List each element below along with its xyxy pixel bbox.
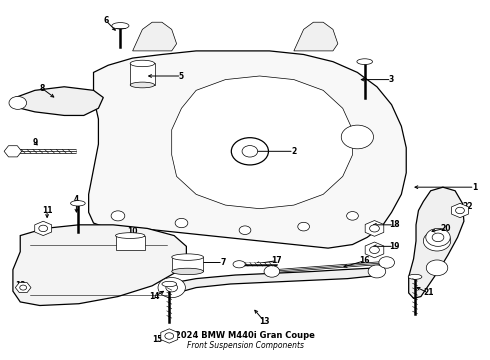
Circle shape [369, 225, 379, 232]
Text: 14: 14 [149, 292, 160, 301]
Text: 16: 16 [360, 256, 370, 265]
Text: 10: 10 [127, 228, 138, 237]
Text: 17: 17 [271, 256, 282, 265]
Text: 9: 9 [32, 138, 38, 147]
Polygon shape [409, 187, 464, 298]
Circle shape [166, 283, 177, 292]
Polygon shape [15, 87, 103, 116]
Text: 13: 13 [259, 317, 270, 326]
Circle shape [175, 219, 188, 228]
Text: 8: 8 [40, 84, 45, 93]
Ellipse shape [172, 268, 203, 275]
Text: 21: 21 [423, 288, 434, 297]
Ellipse shape [71, 201, 85, 206]
Circle shape [39, 225, 48, 231]
Ellipse shape [233, 261, 245, 268]
Circle shape [368, 265, 386, 278]
Text: 1: 1 [472, 183, 477, 192]
Ellipse shape [408, 274, 422, 279]
Polygon shape [294, 22, 338, 51]
Ellipse shape [116, 233, 145, 238]
Circle shape [426, 228, 450, 246]
Circle shape [20, 285, 26, 290]
Circle shape [111, 211, 125, 221]
Polygon shape [172, 257, 203, 271]
Circle shape [165, 333, 173, 339]
Text: 6: 6 [103, 16, 108, 25]
Circle shape [231, 138, 269, 165]
Circle shape [432, 233, 444, 242]
Circle shape [426, 260, 448, 276]
Ellipse shape [130, 60, 155, 67]
Ellipse shape [162, 281, 176, 287]
Circle shape [456, 207, 465, 214]
Text: 12: 12 [15, 281, 25, 290]
Polygon shape [161, 329, 178, 343]
Text: 15: 15 [152, 335, 162, 344]
Polygon shape [116, 235, 145, 250]
Ellipse shape [172, 254, 203, 260]
Polygon shape [133, 22, 176, 51]
Text: 18: 18 [389, 220, 399, 229]
Ellipse shape [357, 59, 372, 64]
Text: 7: 7 [220, 258, 226, 267]
Circle shape [369, 246, 379, 253]
Text: 19: 19 [389, 242, 399, 251]
Polygon shape [365, 221, 384, 236]
Polygon shape [130, 63, 155, 85]
Circle shape [242, 145, 258, 157]
Polygon shape [365, 242, 384, 258]
Text: 4: 4 [74, 195, 79, 204]
Polygon shape [172, 76, 352, 209]
Circle shape [341, 125, 373, 149]
Circle shape [423, 231, 451, 251]
Ellipse shape [112, 23, 129, 29]
Polygon shape [89, 51, 406, 248]
Text: Front Suspension Components: Front Suspension Components [187, 341, 303, 350]
Polygon shape [13, 225, 186, 306]
Polygon shape [167, 268, 382, 293]
Circle shape [158, 278, 185, 298]
Polygon shape [451, 203, 468, 218]
Circle shape [298, 222, 310, 231]
Circle shape [264, 266, 280, 277]
Polygon shape [15, 283, 31, 293]
Text: 20: 20 [440, 224, 451, 233]
Text: 5: 5 [179, 72, 184, 81]
Circle shape [9, 96, 26, 109]
Circle shape [346, 212, 358, 220]
Text: 2024 BMW M440i Gran Coupe: 2024 BMW M440i Gran Coupe [175, 330, 315, 339]
Circle shape [239, 226, 251, 234]
Polygon shape [35, 221, 51, 235]
Text: 3: 3 [389, 75, 394, 84]
Text: 11: 11 [42, 206, 52, 215]
Polygon shape [4, 146, 22, 157]
Circle shape [379, 257, 394, 268]
Text: 2: 2 [291, 147, 296, 156]
Text: 22: 22 [462, 202, 472, 211]
Ellipse shape [130, 82, 155, 88]
